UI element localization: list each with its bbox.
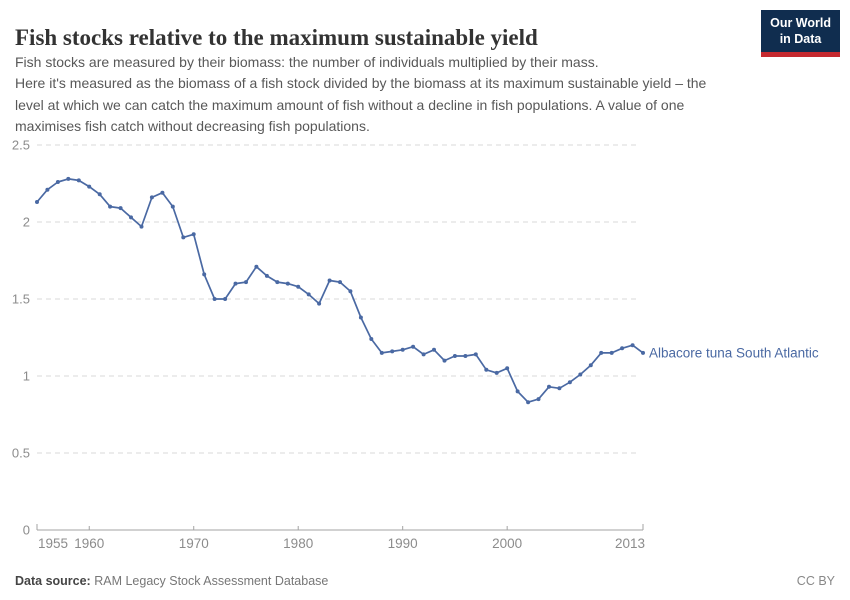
data-point[interactable] [620,346,625,351]
data-point[interactable] [358,315,363,320]
data-point[interactable] [244,280,248,285]
x-tick-label: 1980 [283,536,313,551]
data-point[interactable] [35,200,39,204]
data-point[interactable] [212,297,217,301]
data-point[interactable] [641,350,645,355]
data-point[interactable] [526,400,531,405]
subtitle-line: level at which we can catch the maximum … [15,96,685,113]
y-tick-label: 2 [23,215,30,230]
subtitle-line: Here it's measured as the biomass of a f… [15,75,707,92]
data-point[interactable] [275,280,280,285]
data-point[interactable] [45,187,50,192]
data-point[interactable] [285,281,290,286]
data-point[interactable] [181,235,186,240]
data-point[interactable] [233,281,238,286]
owid-logo-line2: in Data [779,31,822,46]
data-point[interactable] [118,206,123,211]
data-point[interactable] [432,347,436,352]
data-point[interactable] [76,178,81,183]
data-point[interactable] [390,349,395,354]
data-point[interactable] [421,352,426,357]
data-point[interactable] [296,284,301,289]
data-point[interactable] [66,176,71,181]
y-tick-label: 0.5 [12,446,30,461]
data-point[interactable] [97,192,102,197]
data-point[interactable] [588,363,593,368]
data-point[interactable] [452,354,457,358]
data-point[interactable] [494,370,499,375]
y-tick-label: 1.5 [12,292,30,307]
data-point[interactable] [160,190,165,195]
data-point[interactable] [630,343,635,348]
data-point[interactable] [557,386,562,391]
data-point[interactable] [536,397,541,402]
data-source: Data source: RAM Legacy Stock Assessment… [15,574,328,588]
data-point[interactable] [87,184,92,189]
data-source-label: Data source: [15,574,91,588]
data-point[interactable] [55,180,60,184]
data-point[interactable] [254,264,259,269]
data-point[interactable] [473,352,478,357]
data-point[interactable] [505,366,510,371]
chart-subtitle: Fish stocks are measured by their biomas… [15,52,795,138]
data-point[interactable] [202,272,207,277]
data-point[interactable] [515,389,520,394]
page-title: Fish stocks relative to the maximum sust… [15,25,538,51]
data-point[interactable] [348,289,353,294]
x-tick-label: 2013 [615,536,645,551]
line-chart: 0 0.5 1 1.5 2 2.5 1955 1960 1970 1980 1990 2000 2013… [12,138,819,552]
data-point[interactable] [484,367,489,372]
series-line [36,178,644,404]
data-point[interactable] [338,280,342,285]
x-tick-label: 1990 [388,536,418,551]
data-point[interactable] [170,204,175,209]
data-point[interactable] [327,278,332,283]
data-source-value: RAM Legacy Stock Assessment Database [90,574,329,588]
data-point[interactable] [306,292,311,297]
data-point[interactable] [264,273,269,278]
owid-logo-line1: Our World [770,16,831,30]
data-point[interactable] [139,224,144,229]
x-tick-label: 1960 [74,536,104,551]
license-link[interactable]: CC BY [796,574,835,588]
x-tick-label: 1955 [38,536,68,551]
data-point[interactable] [400,347,405,352]
data-point[interactable] [223,297,228,301]
data-point[interactable] [149,195,154,200]
data-point[interactable] [379,350,384,355]
data-point[interactable] [547,384,551,389]
y-tick-label: 2.5 [12,138,30,153]
data-point[interactable] [108,204,113,209]
data-point[interactable] [411,344,416,349]
y-tick-label: 0 [23,523,30,538]
data-point[interactable] [599,350,604,355]
data-point[interactable] [129,215,133,220]
series-label: Albacore tuna South Atlantic [649,345,819,360]
data-point[interactable] [317,301,322,306]
x-tick-label: 1970 [179,536,209,551]
data-point[interactable] [609,350,614,355]
y-tick-label: 1 [23,369,30,384]
data-point[interactable] [578,372,583,377]
data-point[interactable] [369,337,374,341]
subtitle-line: Fish stocks are measured by their biomas… [15,54,599,70]
data-point[interactable] [442,358,447,363]
subtitle-line: maximises fish catch without decreasing … [15,118,370,135]
owid-logo[interactable]: Our World in Data [761,10,840,58]
data-point[interactable] [191,232,196,237]
data-point[interactable] [463,354,468,358]
x-tick-label: 2000 [492,536,522,551]
data-point[interactable] [567,380,572,385]
chart-footer: Data source: RAM Legacy Stock Assessment… [15,574,835,588]
